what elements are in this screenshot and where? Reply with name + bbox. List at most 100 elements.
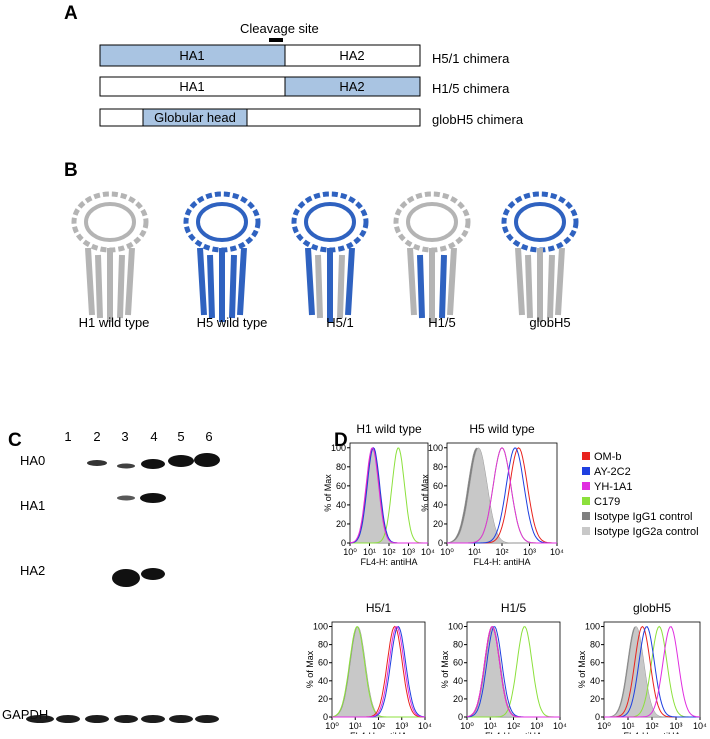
chimera-globh5: Globular head globH5 chimera <box>99 108 524 127</box>
blot-area <box>24 450 228 732</box>
band <box>114 715 138 723</box>
row-label: H1/5 chimera <box>432 81 510 96</box>
stem <box>515 247 565 322</box>
segment-label: HA2 <box>339 79 364 94</box>
head-core <box>84 202 136 242</box>
y-tick-label: 40 <box>318 676 328 686</box>
legend-label: OM-b <box>594 451 622 463</box>
band <box>169 715 193 723</box>
y-axis-label: % of Max <box>323 474 333 512</box>
protein-structure <box>501 191 579 322</box>
stem-helix <box>207 254 237 319</box>
legend-label: Isotype IgG1 control <box>594 511 692 523</box>
x-tick-label: 10³ <box>669 721 682 731</box>
head-core <box>304 202 356 242</box>
y-tick-label: 100 <box>448 622 463 632</box>
structure-label: globH5 <box>529 315 570 330</box>
y-tick-label: 100 <box>428 443 443 453</box>
histogram-curve <box>467 626 560 718</box>
y-tick-label: 60 <box>433 481 443 491</box>
structures: H1 wild type H5 wild type H5/1 H1/5 globH5 <box>71 191 579 330</box>
band <box>56 715 80 723</box>
y-tick-label: 20 <box>433 519 443 529</box>
x-tick-label: 10⁰ <box>460 721 474 731</box>
x-tick-label: 10⁰ <box>440 547 454 557</box>
histogram-curve <box>446 447 557 544</box>
legend-swatch <box>582 467 590 475</box>
chimera-h51: HA1 HA2 H5/1 chimera <box>99 44 510 67</box>
y-tick-label: 0 <box>595 712 600 722</box>
band <box>117 463 135 469</box>
y-tick-label: 60 <box>590 658 600 668</box>
structure-label: H1 wild type <box>79 315 150 330</box>
y-axis-label: % of Max <box>305 650 315 688</box>
row-label: H5/1 chimera <box>432 51 510 66</box>
y-tick-label: 80 <box>318 640 328 650</box>
panel-label: B <box>64 160 78 181</box>
x-tick-label: 10¹ <box>363 547 376 557</box>
band <box>168 455 194 467</box>
stem <box>85 247 135 322</box>
lane-label: 6 <box>205 429 212 444</box>
plot-title: H5 wild type <box>469 422 535 436</box>
x-tick-label: 10² <box>645 721 658 731</box>
x-tick-label: 10³ <box>395 721 408 731</box>
y-tick-label: 20 <box>453 694 463 704</box>
histogram-curve <box>447 447 557 544</box>
x-axis-label: FL4-H: antiHA <box>360 557 417 567</box>
stem-helix <box>315 254 345 319</box>
segment-label: Globular head <box>154 110 236 125</box>
y-tick-label: 80 <box>453 640 463 650</box>
stem <box>407 247 457 322</box>
x-tick-label: 10² <box>382 547 395 557</box>
band <box>141 715 165 723</box>
segment-label: HA2 <box>339 48 364 63</box>
x-tick-label: 10⁰ <box>343 547 357 557</box>
row-label: HA1 <box>20 498 45 513</box>
chimera-h15: HA1 HA2 H1/5 chimera <box>99 76 510 97</box>
band <box>87 460 107 466</box>
head-core <box>196 202 248 242</box>
legend-swatch <box>582 482 590 490</box>
x-tick-label: 10⁴ <box>421 547 435 557</box>
y-tick-label: 40 <box>590 676 600 686</box>
legend-swatch <box>582 497 590 505</box>
protein-structure <box>183 191 261 322</box>
stem-helix <box>417 254 447 319</box>
lane-label: 5 <box>177 429 184 444</box>
legend-label: YH-1A1 <box>594 481 633 493</box>
histogram-curve <box>331 626 425 718</box>
band <box>141 459 165 469</box>
row-label: HA2 <box>20 563 45 578</box>
histogram-plot: globH5 0 20 40 60 80 100 10⁰ 10¹ 10² 10³ 10⁴ % of Ma… <box>577 601 707 739</box>
head-core <box>406 202 458 242</box>
x-tick-label: 10³ <box>530 721 543 731</box>
x-tick-label: 10² <box>372 721 385 731</box>
band <box>195 715 219 723</box>
y-tick-label: 100 <box>331 443 346 453</box>
x-tick-label: 10¹ <box>468 547 481 557</box>
y-tick-label: 40 <box>433 500 443 510</box>
x-tick-label: 10³ <box>523 547 536 557</box>
band <box>140 493 166 503</box>
structure-label: H5 wild type <box>197 315 268 330</box>
band <box>85 715 109 723</box>
head-core <box>514 202 566 242</box>
band <box>141 568 165 580</box>
band <box>117 495 135 501</box>
histogram-plot: H5 wild type 0 20 40 60 80 100 10⁰ 10¹ 10² 10³ 10⁴%… <box>420 422 564 567</box>
stem <box>197 247 247 322</box>
panel-label: C <box>8 430 22 451</box>
y-tick-label: 100 <box>585 622 600 632</box>
protein-structure <box>291 191 369 322</box>
lane-label: 4 <box>150 429 157 444</box>
y-axis-label: % of Max <box>420 474 430 512</box>
y-axis-label: % of Max <box>440 650 450 688</box>
y-tick-label: 40 <box>453 676 463 686</box>
band <box>26 715 54 723</box>
protein-structure <box>393 191 471 322</box>
histogram-curve <box>466 626 560 718</box>
lane-label: 3 <box>121 429 128 444</box>
segment <box>142 108 248 127</box>
